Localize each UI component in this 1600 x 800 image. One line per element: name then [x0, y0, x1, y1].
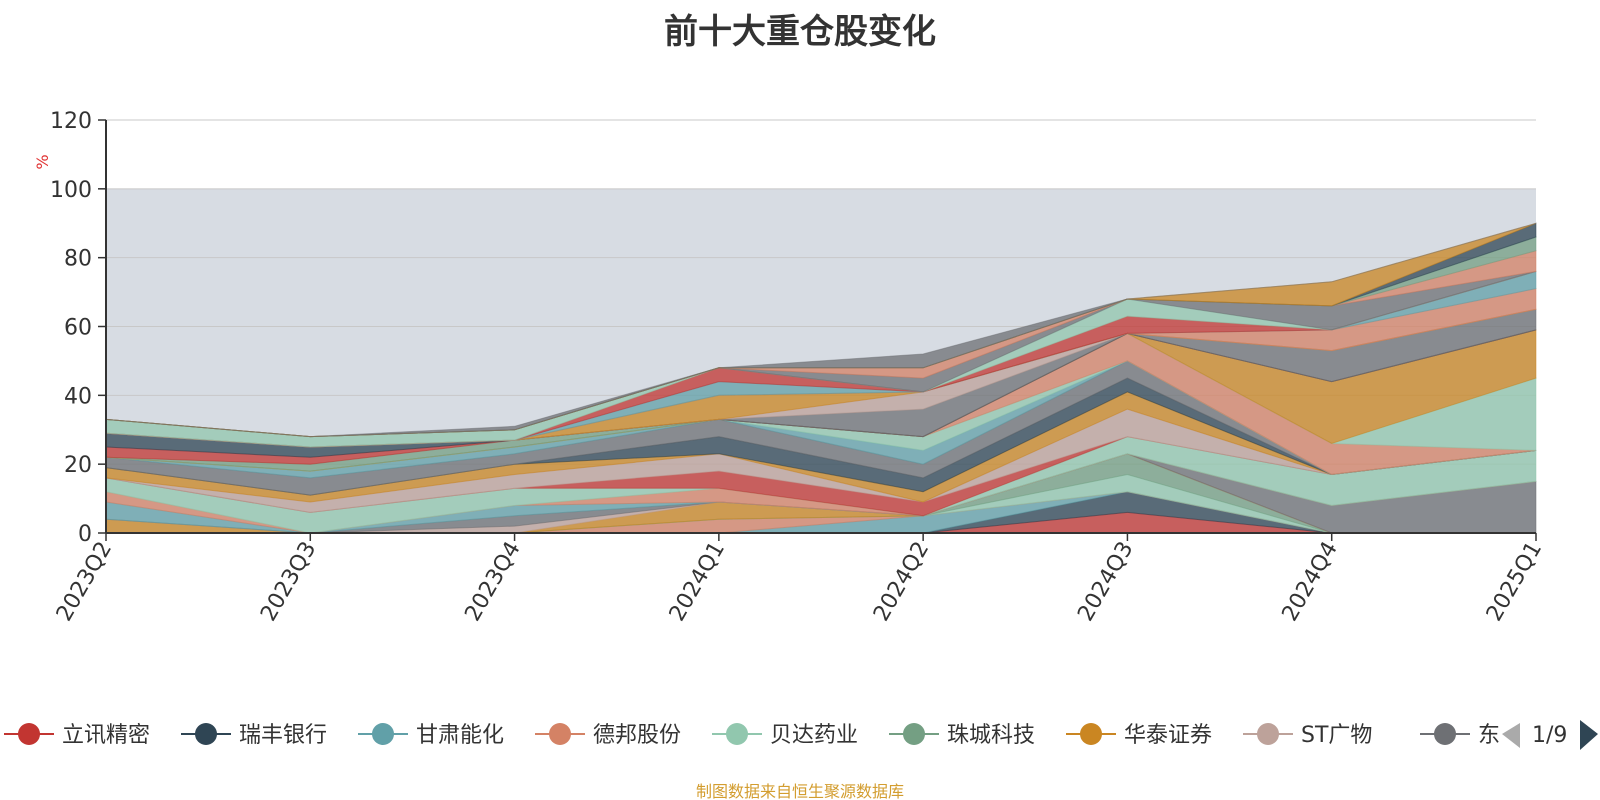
x-tick-label: 2024Q3 — [1073, 538, 1138, 626]
legend-page-indicator: 1/9 — [1532, 723, 1567, 748]
legend-marker-4[interactable] — [726, 723, 748, 745]
chart-title: 前十大重仓股变化 — [664, 12, 936, 52]
legend-item-8[interactable]: 东 — [1478, 723, 1500, 748]
legend-marker-6[interactable] — [1080, 723, 1102, 745]
legend-item-2[interactable]: 甘肃能化 — [416, 723, 504, 748]
legend-marker-7[interactable] — [1257, 723, 1279, 745]
x-tick-label: 2024Q4 — [1278, 538, 1343, 626]
legend-item-3[interactable]: 德邦股份 — [593, 723, 681, 748]
legend-item-1[interactable]: 瑞丰银行 — [239, 723, 327, 748]
x-tick-label: 2024Q1 — [665, 538, 730, 626]
legend-marker-5[interactable] — [903, 723, 925, 745]
legend-marker-0[interactable] — [18, 723, 40, 745]
legend-marker-1[interactable] — [195, 723, 217, 745]
area-series-37 — [105, 222, 1537, 438]
x-tick-label: 2024Q2 — [869, 538, 934, 626]
legend-next-icon[interactable] — [1580, 720, 1598, 750]
legend-item-7[interactable]: ST广物 — [1301, 723, 1372, 748]
y-tick-label: 80 — [64, 247, 92, 272]
y-tick-label: 60 — [64, 316, 92, 341]
legend-item-4[interactable]: 贝达药业 — [770, 723, 858, 748]
y-axis-label: % — [33, 154, 52, 169]
y-tick-label: 120 — [50, 109, 92, 134]
legend-marker-2[interactable] — [372, 723, 394, 745]
legend-marker-3[interactable] — [549, 723, 571, 745]
x-tick-label: 2023Q3 — [256, 538, 321, 626]
legend-marker-8[interactable] — [1434, 723, 1456, 745]
legend-item-0[interactable]: 立讯精密 — [62, 723, 150, 748]
source-note: 制图数据来自恒生聚源数据库 — [695, 782, 904, 800]
y-tick-label: 20 — [64, 453, 92, 478]
x-tick-label: 2023Q4 — [460, 538, 525, 626]
y-tick-label: 100 — [50, 178, 92, 203]
x-tick-label: 2023Q2 — [52, 538, 117, 626]
x-tick-label: 2025Q1 — [1482, 538, 1547, 626]
y-tick-label: 40 — [64, 384, 92, 409]
legend-prev-icon[interactable] — [1502, 723, 1520, 748]
legend-item-5[interactable]: 珠城科技 — [947, 723, 1035, 748]
legend-item-6[interactable]: 华泰证券 — [1124, 723, 1212, 748]
y-tick-label: 0 — [78, 522, 92, 547]
